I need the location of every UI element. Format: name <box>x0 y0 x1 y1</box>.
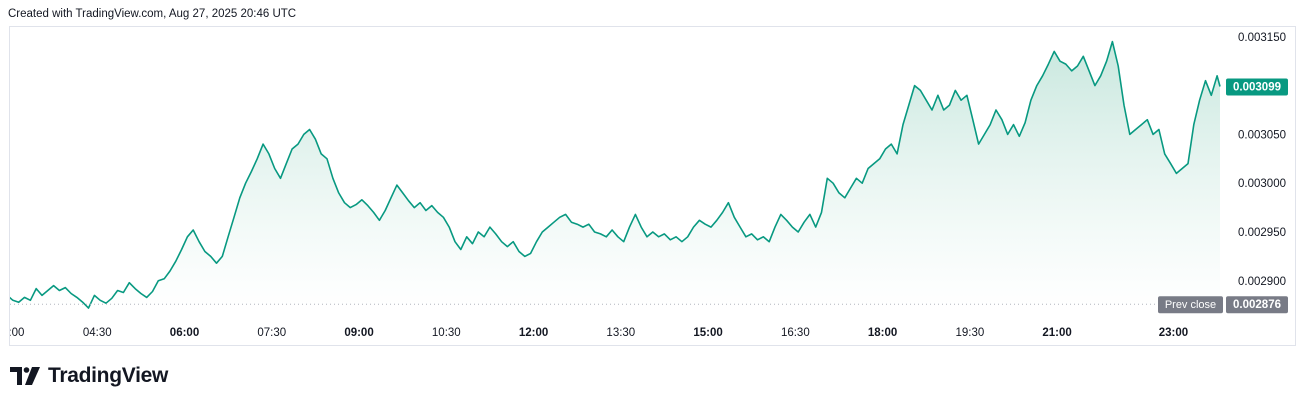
chart-frame: 0.0031500.0031000.0030500.0030000.002950… <box>9 26 1296 346</box>
x-tick-label: 10:30 <box>432 327 461 339</box>
last-price-badge <box>1226 78 1288 96</box>
tradingview-logo-text: TradingView <box>48 364 169 387</box>
y-tick-label: 0.003000 <box>1238 178 1286 190</box>
chart-credit-header: Created with TradingView.com, Aug 27, 20… <box>8 8 297 20</box>
x-tick-label: 21:00 <box>1042 327 1071 339</box>
price-chart[interactable]: 0.0031500.0031000.0030500.0030000.002950… <box>10 27 1295 345</box>
x-tick-label: 03:00 <box>10 327 24 339</box>
x-tick-label: 16:30 <box>781 327 810 339</box>
prev-close-badge <box>1226 296 1288 314</box>
y-tick-label: 0.003050 <box>1238 129 1286 141</box>
tradingview-logo-icon <box>10 367 40 385</box>
price-area-fill <box>10 41 1220 309</box>
x-tick-label: 19:30 <box>955 327 984 339</box>
x-tick-label: 18:00 <box>868 327 897 339</box>
x-tick-label: 13:30 <box>606 327 635 339</box>
last-price-label: 0.003099 <box>1233 82 1281 94</box>
prev-close-tag <box>1158 296 1223 314</box>
price-line[interactable] <box>10 40 1221 309</box>
x-tick-label: 12:00 <box>519 327 548 339</box>
x-tick-label: 06:00 <box>170 327 199 339</box>
x-tick-label: 15:00 <box>693 327 722 339</box>
y-tick-label: 0.002900 <box>1238 276 1286 288</box>
y-tick-label: 0.003150 <box>1238 32 1286 44</box>
x-tick-label: 04:30 <box>83 327 112 339</box>
x-tick-label: 09:00 <box>344 327 373 339</box>
prev-close-tag-label: Prev close <box>1165 299 1216 311</box>
x-tick-label: 07:30 <box>257 327 286 339</box>
tradingview-logo[interactable]: TradingView <box>10 364 168 388</box>
prev-close-value-label: 0.002876 <box>1233 299 1281 311</box>
x-tick-label: 23:00 <box>1159 327 1188 339</box>
y-tick-label: 0.002950 <box>1238 227 1286 239</box>
